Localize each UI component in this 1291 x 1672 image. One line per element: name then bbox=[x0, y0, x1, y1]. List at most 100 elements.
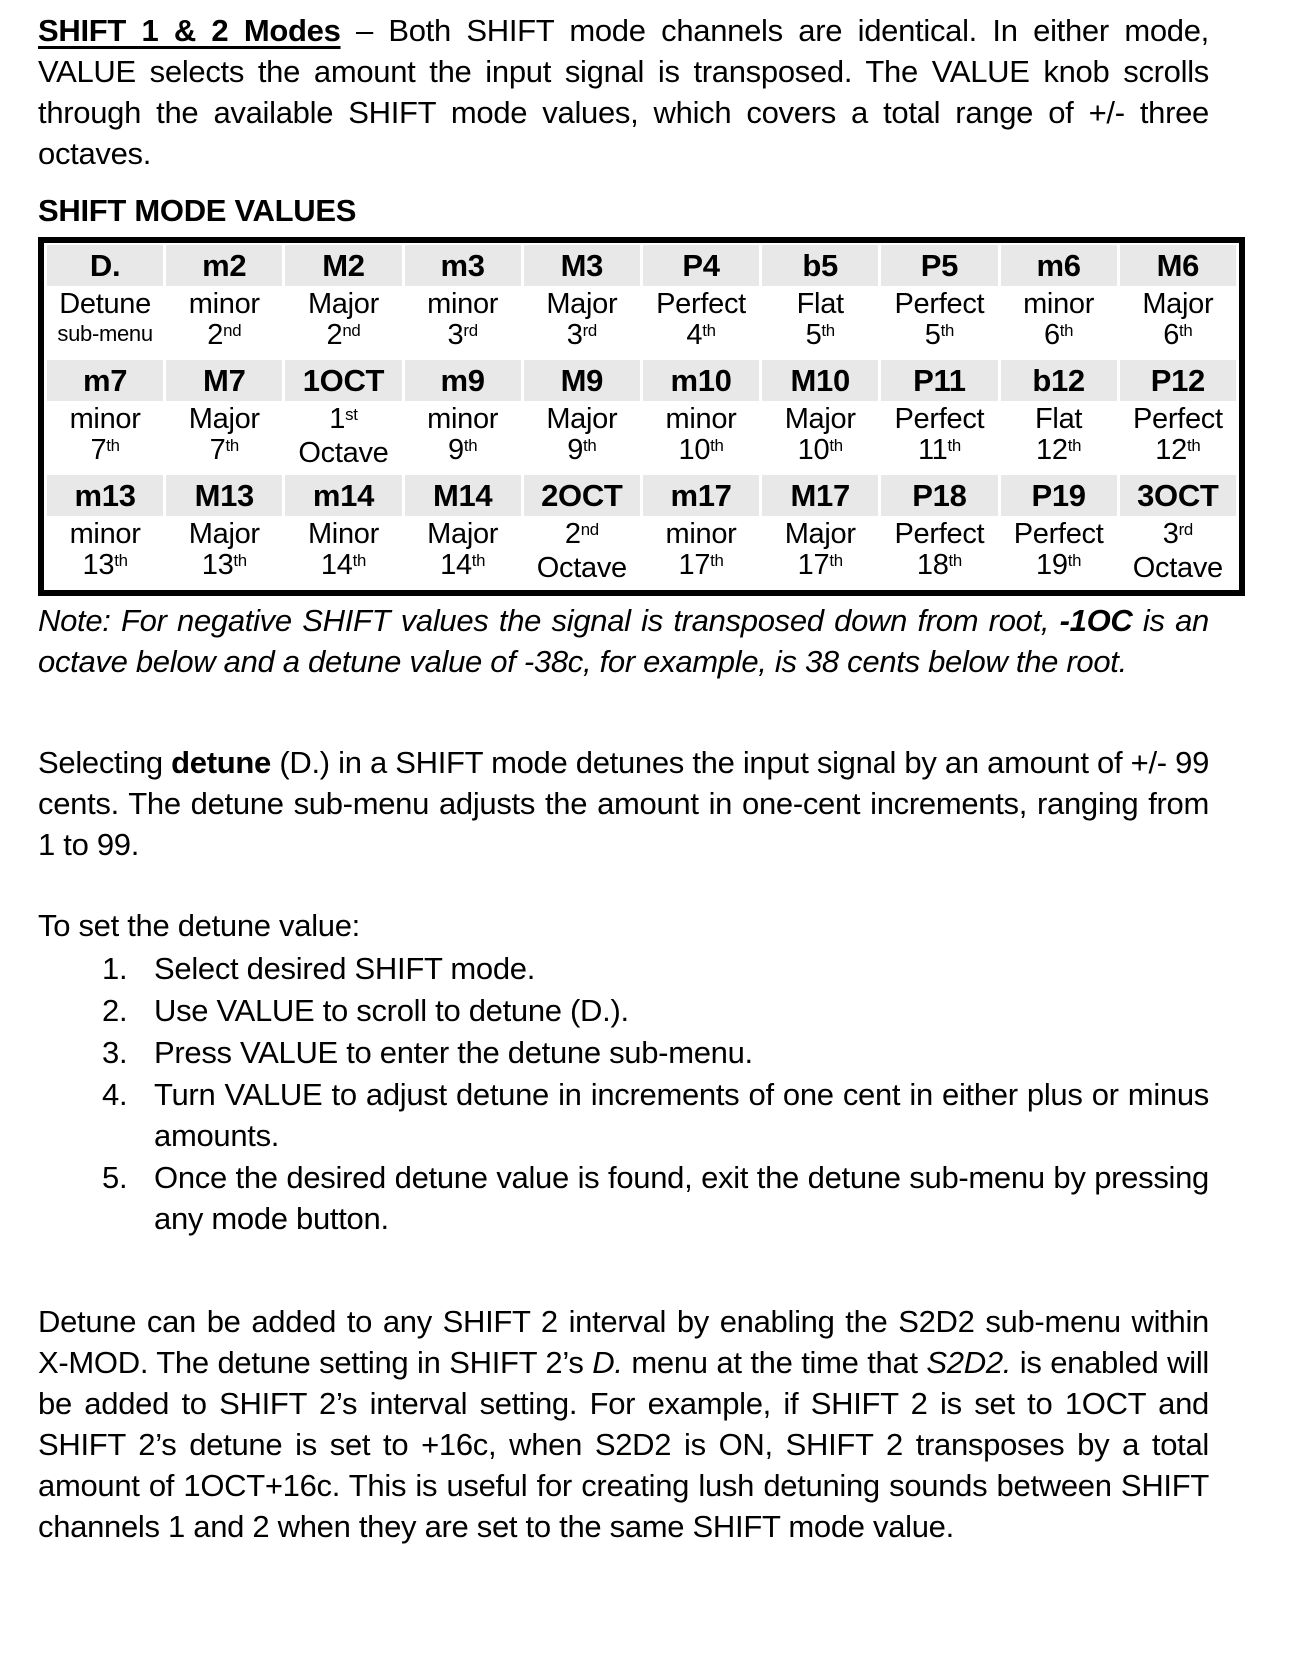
ordinal-superscript: nd bbox=[342, 321, 361, 341]
step-text: Once the desired detune value is found, … bbox=[154, 1160, 1209, 1236]
step-text: Turn VALUE to adjust detune in increment… bbox=[154, 1077, 1209, 1153]
ordinal-superscript: th bbox=[829, 436, 843, 456]
mode-description-line: Perfect bbox=[894, 403, 985, 435]
mode-description-line: 5th bbox=[805, 319, 836, 351]
text-segment: D. bbox=[592, 1345, 623, 1380]
mode-description-cell: Perfect 11th bbox=[881, 403, 998, 473]
ordinal-superscript: nd bbox=[223, 321, 242, 341]
ordinal-superscript: th bbox=[940, 321, 955, 341]
note-paragraph: Note: For negative SHIFT values the sign… bbox=[38, 600, 1209, 682]
mode-description-line: Minor bbox=[307, 518, 379, 550]
mode-description-line: 12th bbox=[1155, 434, 1201, 466]
ordinal-superscript: th bbox=[829, 551, 843, 571]
mode-description-cell: Major 6th bbox=[1119, 288, 1236, 358]
mode-code-cell: M7 bbox=[166, 360, 283, 401]
mode-description-line: minor bbox=[665, 403, 737, 435]
ordinal-superscript: th bbox=[1059, 321, 1074, 341]
mode-description-cell: minor 13th bbox=[47, 518, 164, 588]
mode-description-line: 19th bbox=[1036, 549, 1082, 581]
mode-code-cell: M13 bbox=[166, 475, 283, 516]
mode-description-line: 6th bbox=[1043, 319, 1074, 351]
mode-description-cell: minor 10th bbox=[642, 403, 760, 473]
mode-code-cell: m7 bbox=[47, 360, 164, 401]
mode-code-cell: D. bbox=[47, 245, 164, 286]
mode-description-line: 18th bbox=[916, 549, 963, 581]
detune-step-item: 4. Turn VALUE to adjust detune in increme… bbox=[102, 1074, 1209, 1156]
detune-paragraph: Selecting detune (D.) in a SHIFT mode de… bbox=[38, 742, 1209, 865]
mode-description-cell: Major 9th bbox=[523, 403, 640, 473]
step-number: 4. bbox=[102, 1077, 128, 1112]
mode-description-cell: Perfect 19th bbox=[1000, 518, 1117, 588]
mode-code-cell: M10 bbox=[762, 360, 879, 401]
mode-description-line: 4th bbox=[686, 319, 716, 351]
mode-description-line: minor bbox=[427, 403, 499, 435]
mode-description-line: 17th bbox=[678, 549, 724, 581]
mode-description-line: 3rd bbox=[1162, 518, 1194, 550]
mode-description-cell: Flat 5th bbox=[762, 288, 879, 358]
table-title: SHIFT MODE VALUES bbox=[38, 193, 357, 228]
mode-code-cell: M6 bbox=[1119, 245, 1236, 286]
mode-code-cell: P12 bbox=[1119, 360, 1236, 401]
detune-step-item: 2. Use VALUE to scroll to detune (D.). bbox=[102, 990, 1209, 1031]
ordinal-superscript: th bbox=[471, 551, 486, 571]
mode-description-cell: 3rd Octave bbox=[1119, 518, 1236, 588]
mode-description-line: sub-menu bbox=[57, 321, 153, 346]
ordinal-superscript: th bbox=[114, 551, 128, 571]
mode-description-cell: 1st Octave bbox=[285, 403, 402, 473]
mode-description-line: Flat bbox=[1035, 403, 1083, 435]
text-segment: is enabled will be added to SHIFT 2’s in… bbox=[38, 1345, 1209, 1544]
mode-description-line: Octave bbox=[1132, 552, 1223, 584]
ordinal-superscript: th bbox=[710, 436, 724, 456]
mode-description-row: minor 13th Major 13th Minor 14th Major 14th 2nd O… bbox=[47, 518, 1236, 588]
mode-description-line: 14th bbox=[320, 549, 367, 581]
mode-code-cell: P4 bbox=[642, 245, 760, 286]
mode-description-cell: Major 2nd bbox=[285, 288, 402, 358]
mode-description-line: Perfect bbox=[1013, 518, 1104, 550]
ordinal-superscript: th bbox=[1067, 551, 1082, 571]
mode-description-line: Perfect bbox=[894, 518, 985, 550]
steps-intro: To set the detune value: bbox=[38, 908, 360, 943]
mode-description-line: 5th bbox=[924, 319, 955, 351]
mode-code-cell: m14 bbox=[285, 475, 402, 516]
text-segment: SHIFT 1 & 2 Modes bbox=[38, 13, 341, 48]
ordinal-superscript: rd bbox=[1178, 520, 1194, 540]
mode-code-cell: m13 bbox=[47, 475, 164, 516]
step-text: Select desired SHIFT mode. bbox=[154, 951, 536, 986]
mode-code-cell: m2 bbox=[166, 245, 283, 286]
mode-description-cell: Perfect 12th bbox=[1119, 403, 1236, 473]
mode-code-cell: 1OCT bbox=[285, 360, 402, 401]
text-segment: Selecting bbox=[38, 745, 172, 780]
mode-code-cell: P5 bbox=[881, 245, 998, 286]
ordinal-superscript: th bbox=[702, 321, 716, 341]
text-segment: is an octave below and a detune value of… bbox=[38, 603, 1209, 679]
mode-description-cell: 2nd Octave bbox=[523, 518, 640, 588]
mode-description-line: 1st bbox=[329, 403, 358, 435]
text-segment: (D.) in a SHIFT mode detunes the input s… bbox=[38, 745, 1210, 862]
ordinal-superscript: rd bbox=[582, 321, 598, 341]
mode-description-line: 3rd bbox=[566, 319, 598, 351]
mode-description-line: 12th bbox=[1036, 434, 1082, 466]
mode-description-cell: Perfect 5th bbox=[881, 288, 998, 358]
mode-code-cell: P19 bbox=[1000, 475, 1117, 516]
mode-description-line: 14th bbox=[440, 549, 486, 581]
step-number: 2. bbox=[102, 993, 128, 1028]
detune-step-item: 1. Select desired SHIFT mode. bbox=[102, 948, 1209, 989]
ordinal-superscript: th bbox=[948, 551, 963, 571]
mode-code-row: m7 M7 1OCT m9 M9 m10 M10 P11 b12 P12 bbox=[47, 360, 1236, 401]
mode-description-line: 6th bbox=[1163, 319, 1193, 351]
step-number: 1. bbox=[102, 951, 128, 986]
mode-description-cell: minor 3rd bbox=[404, 288, 521, 358]
mode-description-line: Major bbox=[307, 288, 379, 320]
mode-code-cell: M3 bbox=[523, 245, 640, 286]
detune-steps-list: 1. Select desired SHIFT mode. 2. Use VALUE … bbox=[102, 948, 1209, 1239]
mode-description-line: minor bbox=[1023, 288, 1095, 320]
s2d2-paragraph: Detune can be added to any SHIFT 2 inter… bbox=[38, 1301, 1209, 1547]
mode-code-cell: m6 bbox=[1000, 245, 1117, 286]
mode-description-cell: minor 2nd bbox=[166, 288, 283, 358]
mode-description-cell: Major 13th bbox=[166, 518, 283, 588]
step-number: 3. bbox=[102, 1035, 128, 1070]
mode-description-cell: minor 7th bbox=[47, 403, 164, 473]
ordinal-superscript: th bbox=[1067, 436, 1082, 456]
mode-description-line: 2nd bbox=[326, 319, 361, 351]
